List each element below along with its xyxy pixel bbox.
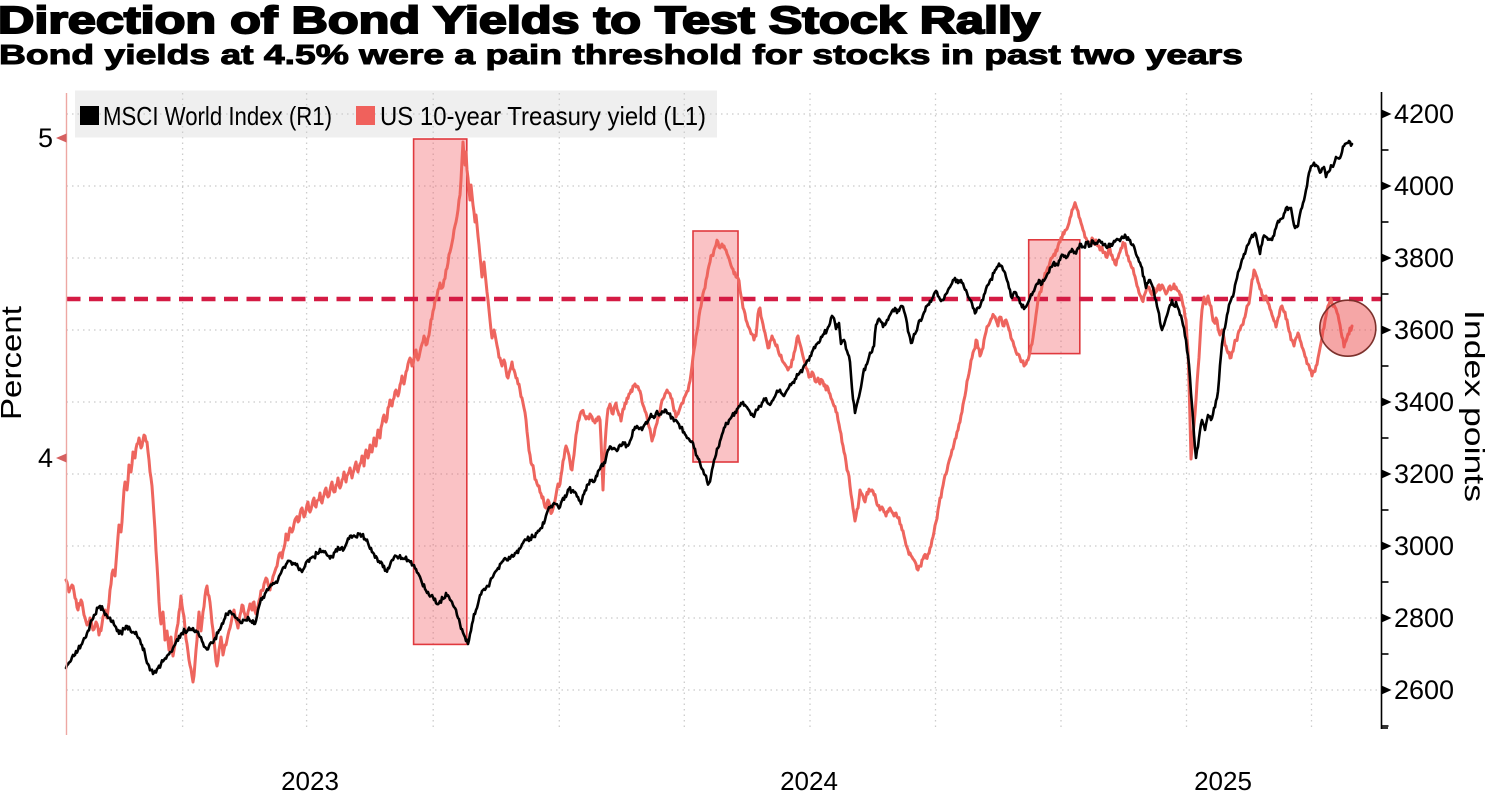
- svg-text:3400: 3400: [1394, 387, 1454, 417]
- svg-text:Direction of Bond Yields to Te: Direction of Bond Yields to Test Stock R…: [0, 0, 1040, 42]
- svg-text:5: 5: [38, 123, 53, 153]
- svg-text:3200: 3200: [1394, 459, 1454, 489]
- svg-text:Index points: Index points: [1459, 310, 1490, 502]
- svg-text:4000: 4000: [1394, 171, 1454, 201]
- svg-text:3600: 3600: [1394, 315, 1454, 345]
- svg-text:3000: 3000: [1394, 531, 1454, 561]
- svg-text:2800: 2800: [1394, 603, 1454, 633]
- svg-text:2600: 2600: [1394, 675, 1454, 705]
- svg-text:Percent: Percent: [0, 306, 28, 420]
- svg-text:4: 4: [38, 443, 53, 473]
- svg-text:2024: 2024: [780, 766, 838, 793]
- svg-text:2023: 2023: [281, 766, 339, 793]
- svg-text:Bond yields at 4.5% were a pai: Bond yields at 4.5% were a pain threshol…: [0, 39, 1243, 70]
- svg-text:4200: 4200: [1394, 99, 1454, 129]
- svg-text:MSCI World Index (R1): MSCI World Index (R1): [103, 101, 332, 131]
- svg-text:2025: 2025: [1194, 766, 1252, 793]
- svg-text:3800: 3800: [1394, 243, 1454, 273]
- svg-text:US 10-year Treasury yield (L1): US 10-year Treasury yield (L1): [380, 101, 706, 131]
